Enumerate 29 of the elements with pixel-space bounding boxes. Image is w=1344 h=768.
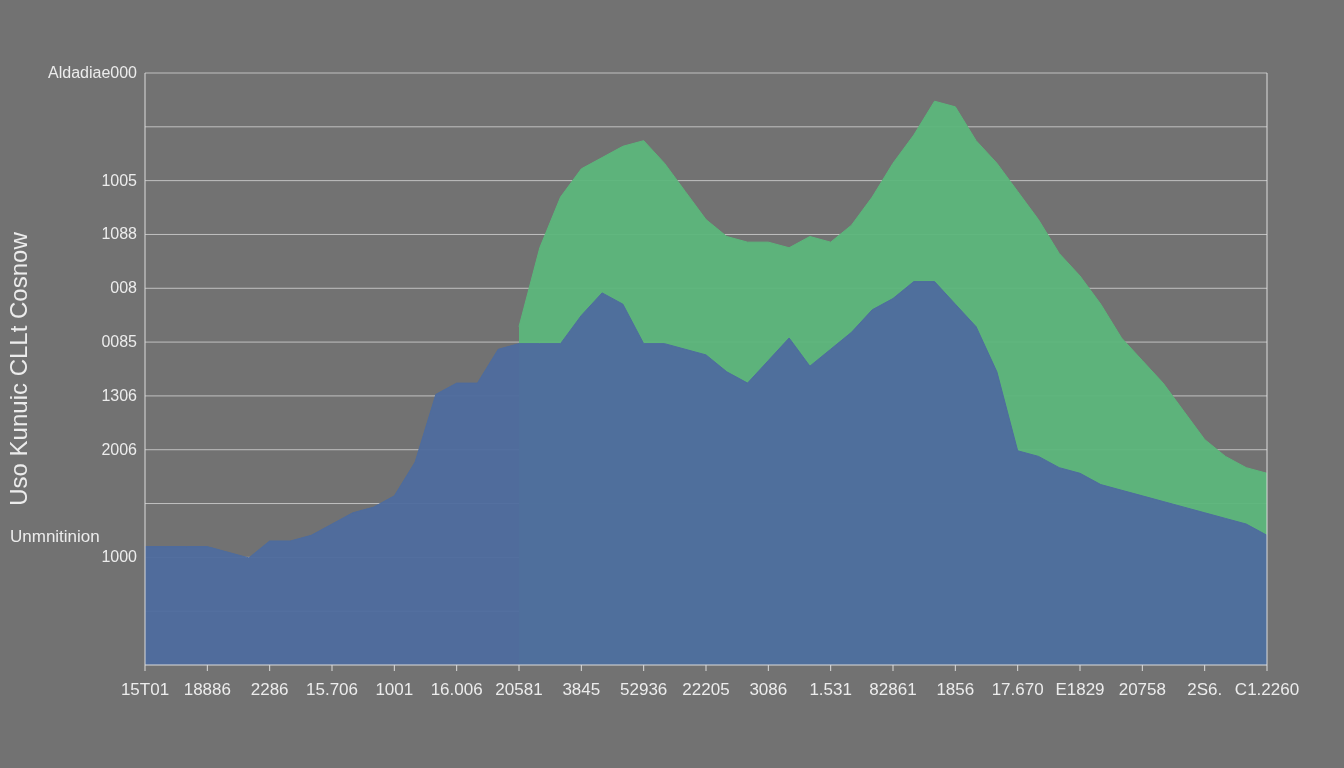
x-tick-label: 82861 (869, 680, 917, 700)
text: Unmnitinion (10, 527, 100, 547)
text: 1088 (101, 224, 137, 245)
x-tick-label: 15.706 (306, 680, 358, 700)
x-tick-label: 18886 (183, 680, 231, 700)
text: 1306 (101, 385, 137, 406)
x-tick-label: 1.531 (809, 680, 852, 700)
x-tick-label: 2286 (250, 680, 289, 700)
x-tick-label: 52936 (620, 680, 668, 700)
x-tick-label: 16.006 (430, 680, 483, 700)
x-tick-label: C1.2260 (1234, 680, 1300, 700)
x-tick-label: 1001 (375, 680, 414, 700)
text: 1000 (101, 547, 137, 568)
x-tick-label: 3845 (562, 680, 601, 700)
x-tick-label: 2S6. (1187, 680, 1223, 700)
y-axis-title: Uso Kunuic CLLt Cosnow (4, 231, 32, 506)
x-tick-label: 15T01 (120, 680, 170, 700)
text: 2006 (101, 439, 137, 460)
text: 0085 (101, 332, 137, 353)
x-tick-label: 20758 (1118, 680, 1166, 700)
x-tick-label: 1856 (936, 680, 975, 700)
x-tick-label: 22205 (682, 680, 730, 700)
text: 008 (110, 278, 137, 299)
text: Aldadiae000 (48, 63, 137, 83)
x-tick-label: 3086 (749, 680, 788, 700)
text: 1005 (101, 170, 137, 191)
x-tick-label: E1829 (1055, 680, 1105, 700)
x-tick-label: 20581 (495, 680, 543, 700)
x-tick-label: 17.670 (991, 680, 1044, 700)
